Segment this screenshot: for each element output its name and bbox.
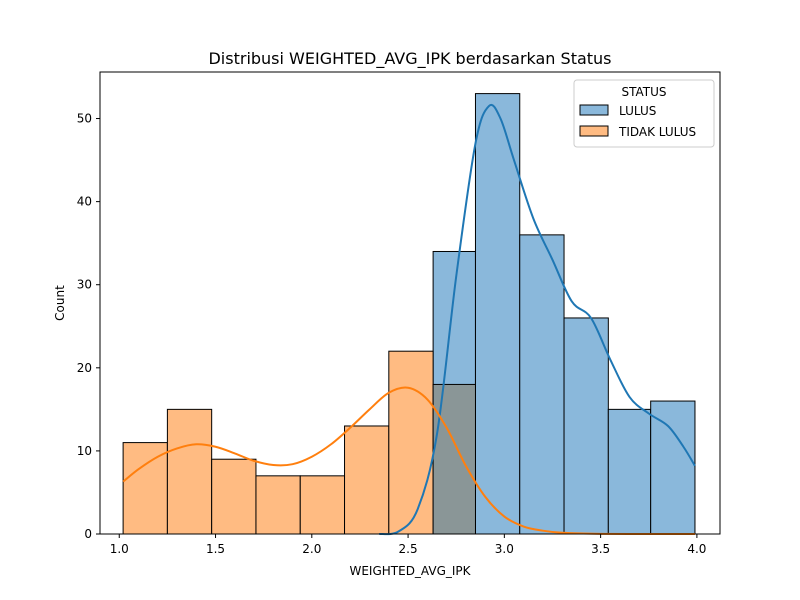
- legend: STATUS LULUS TIDAK LULUS: [573, 79, 715, 148]
- y-tick-label: 0: [84, 527, 92, 541]
- legend-swatch-lulus: [579, 104, 609, 116]
- legend-box: [573, 79, 715, 148]
- x-tick-label: 2.5: [399, 542, 418, 556]
- legend-label-tidak-lulus: TIDAK LULUS: [618, 125, 696, 139]
- y-axis-ticks: 0 10 20 30 40 50: [77, 112, 100, 541]
- bar-lulus-9: [519, 234, 565, 535]
- y-tick-label: 20: [77, 361, 92, 375]
- legend-label-lulus: LULUS: [619, 104, 656, 118]
- y-tick-label: 50: [77, 112, 92, 126]
- legend-title: STATUS: [621, 85, 666, 99]
- bar-tidak-lulus-3: [255, 475, 301, 535]
- y-tick-label: 40: [77, 195, 92, 209]
- x-axis-label: WEIGHTED_AVG_IPK: [349, 564, 471, 578]
- bar-tidak-lulus-1: [166, 408, 213, 535]
- x-tick-label: 3.5: [591, 542, 610, 556]
- bar-lulus-11: [607, 408, 652, 535]
- bar-tidak-lulus-4: [299, 475, 346, 535]
- x-axis-ticks: 1.0 1.5 2.0 2.5 3.0 3.5 4.0: [110, 534, 706, 556]
- x-tick-label: 4.0: [687, 542, 706, 556]
- legend-swatch-tidak-lulus: [579, 125, 609, 137]
- bar-tidak-lulus-6: [388, 350, 434, 535]
- bar-tidak-lulus-0: [122, 442, 168, 535]
- bar-tidak-lulus-2: [211, 458, 257, 535]
- x-tick-label: 1.0: [110, 542, 129, 556]
- bar-lulus-12: [650, 400, 696, 535]
- kde-curves: [122, 103, 696, 536]
- kde-line-lulus: [379, 103, 696, 536]
- bar-tidak-lulus-5: [344, 425, 390, 535]
- x-tick-label: 3.0: [495, 542, 514, 556]
- bar-lulus-8: [474, 93, 521, 535]
- bar-lulus-10: [563, 317, 609, 535]
- y-tick-label: 30: [77, 278, 92, 292]
- y-axis-label: Count: [53, 285, 67, 321]
- chart-title: Distribusi WEIGHTED_AVG_IPK berdasarkan …: [208, 49, 611, 69]
- plot-frame: [99, 71, 721, 535]
- kde-line-tidak-lulus: [122, 386, 695, 536]
- x-tick-label: 1.5: [206, 542, 225, 556]
- histogram-bars: [122, 93, 696, 535]
- x-tick-label: 2.0: [302, 542, 321, 556]
- y-tick-label: 10: [77, 444, 92, 458]
- bar-tidak-lulus-7: [432, 383, 476, 535]
